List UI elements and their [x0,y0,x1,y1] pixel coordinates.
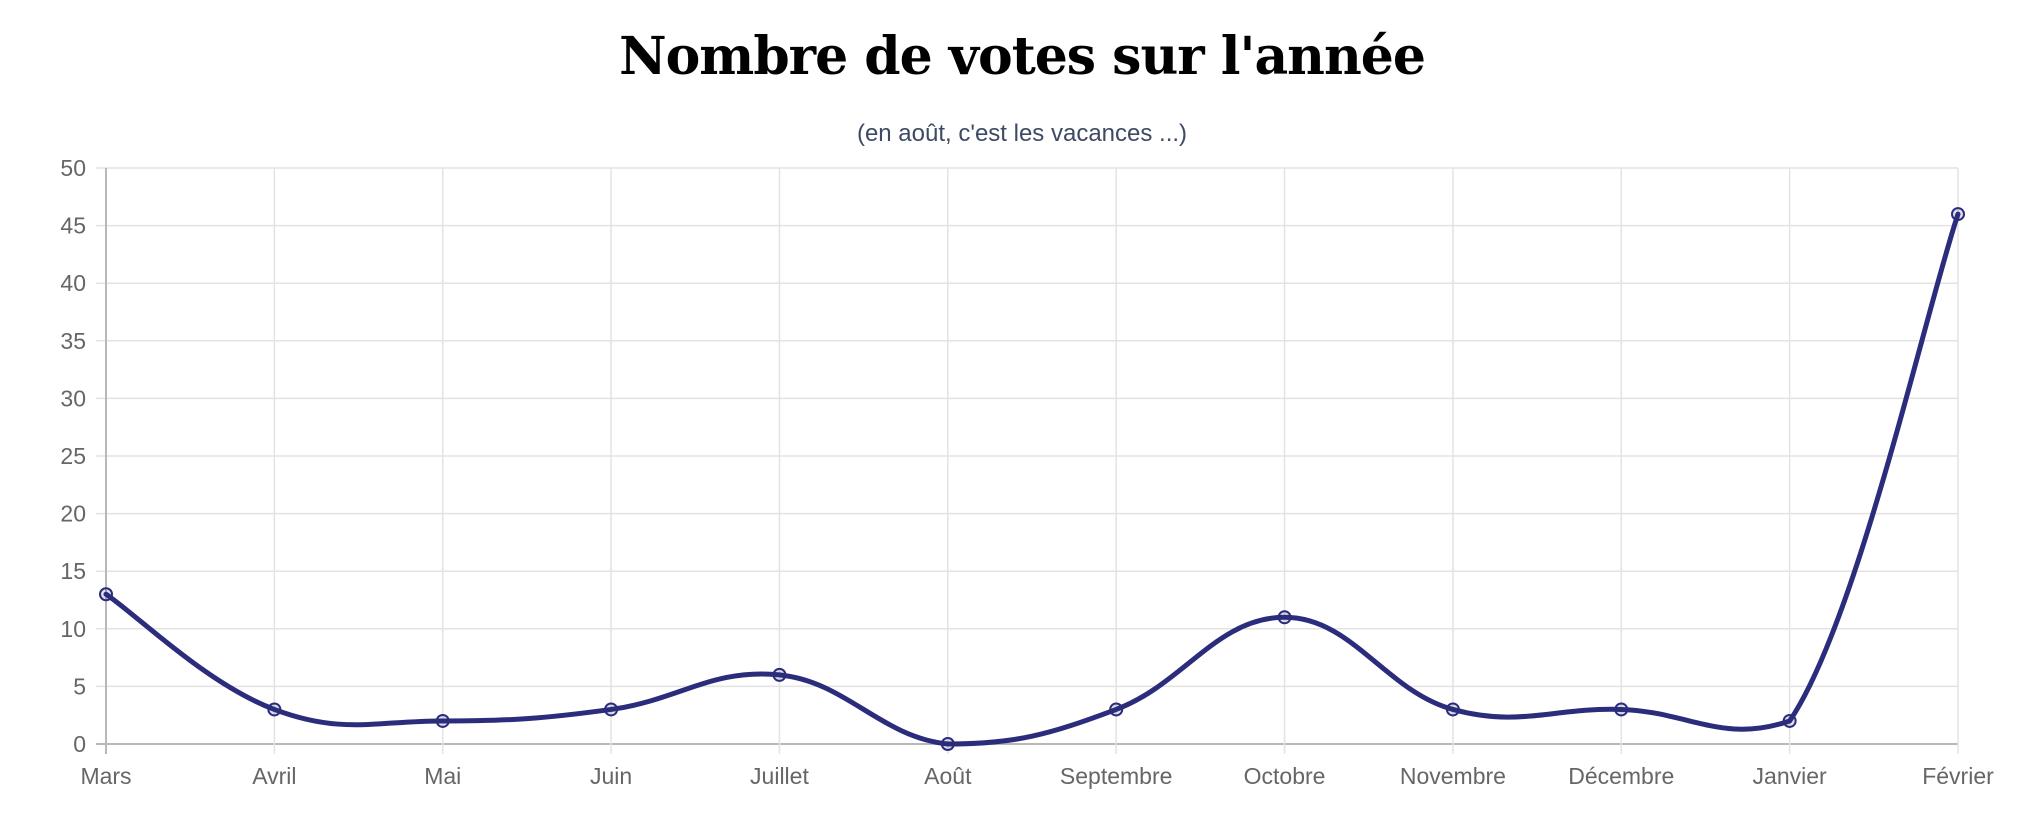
series-line [103,211,1961,747]
x-tick-label: Novembre [1400,763,1506,789]
data-point [1109,702,1124,717]
y-tick-label: 40 [60,270,86,296]
y-tick-label: 10 [60,616,86,642]
data-point [1277,610,1292,625]
y-axis: 0 5 10 15 20 25 30 35 40 45 50 [60,155,86,757]
x-tick-label: Octobre [1244,763,1326,789]
x-tick-label: Août [924,763,972,789]
y-tick-label: 15 [60,558,86,584]
y-tick-label: 45 [60,213,86,239]
chart-subtitle: (en août, c'est les vacances ...) [856,120,1188,147]
x-tick-label: Juillet [750,763,809,789]
x-tick-label: Janvier [1753,763,1827,789]
data-point [435,713,450,728]
chart-title: Nombre de votes sur l'année [619,26,1426,87]
data-point [1951,207,1965,222]
series [99,207,1965,751]
data-point [772,667,787,682]
data-point [940,737,955,751]
x-tick-label: Avril [252,763,296,789]
x-axis: Mars Avril Mai Juin Juillet Août Septembre Octo… [80,763,1994,789]
y-tick-label: 25 [60,443,86,469]
grid [96,167,1959,754]
x-tick-label: Février [1922,763,1994,789]
y-tick-label: 50 [60,155,86,181]
x-tick-label: Juin [590,763,632,789]
x-tick-label: Décembre [1568,763,1674,789]
data-point [267,702,282,717]
y-tick-label: 0 [73,731,86,757]
data-point [99,587,113,602]
data-point [1782,713,1797,728]
y-tick-label: 30 [60,385,86,411]
x-tick-label: Mars [80,763,131,789]
data-point [1445,702,1460,717]
y-tick-label: 20 [60,501,86,527]
y-tick-label: 35 [60,328,86,354]
data-point [1614,702,1629,717]
x-tick-label: Mai [424,763,461,789]
y-tick-label: 5 [73,673,86,699]
data-point [604,702,619,717]
x-tick-label: Septembre [1060,763,1173,789]
